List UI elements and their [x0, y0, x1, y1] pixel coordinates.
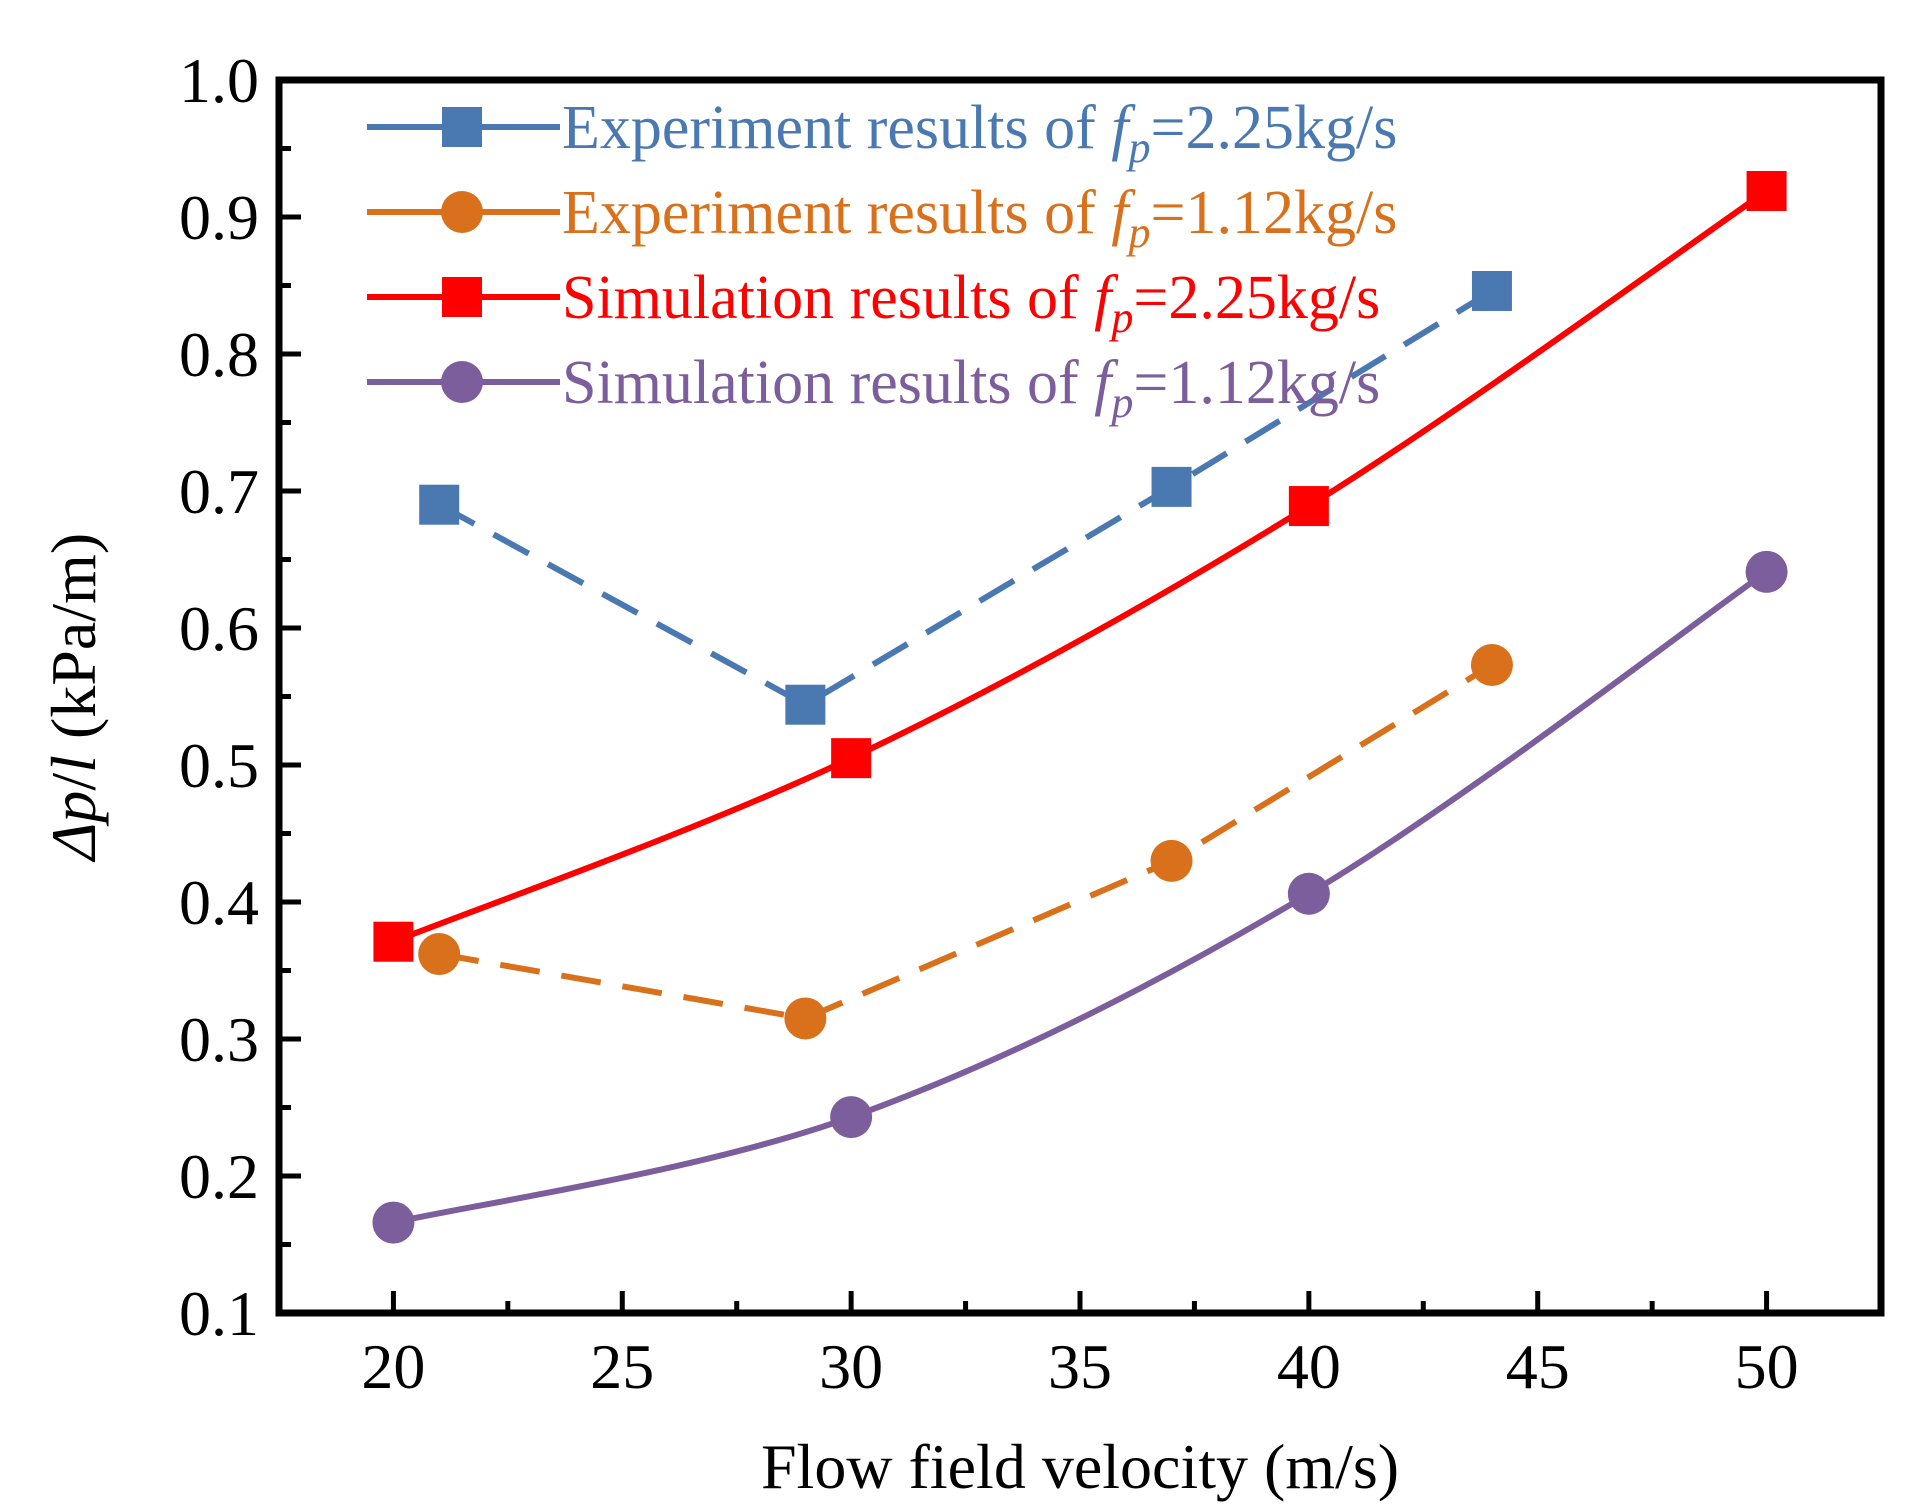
legend-label-suffix: =2.25kg/s	[1133, 264, 1380, 332]
legend-marker	[442, 277, 482, 317]
y-axis-title-delta: Δ	[38, 823, 109, 864]
data-point	[419, 484, 460, 525]
data-point	[1470, 643, 1513, 686]
y-axis-title-slash: /	[38, 773, 109, 791]
data-point	[831, 738, 872, 779]
data-point	[372, 1201, 415, 1244]
x-axis-title: Flow field velocity (m/s)	[761, 1431, 1399, 1502]
legend-label-prefix: Simulation results of	[562, 349, 1094, 417]
y-tick-label: 0.8	[179, 319, 259, 390]
data-point	[1746, 170, 1787, 211]
data-point	[830, 1096, 873, 1139]
legend-entry-1: Experiment results of fp=2.25kg/s	[367, 94, 1397, 172]
series-2	[418, 643, 1513, 1040]
data-point	[784, 997, 827, 1040]
y-tick-label: 0.3	[179, 1004, 259, 1075]
legend-marker	[441, 361, 483, 403]
legend-label: Simulation results of fp=2.25kg/s	[562, 264, 1380, 342]
x-tick-label: 25	[590, 1331, 654, 1402]
data-point	[785, 684, 826, 725]
legend-label-prefix: Simulation results of	[562, 264, 1094, 332]
legend-entry-4: Simulation results of fp=1.12kg/s	[367, 349, 1380, 427]
data-point	[1288, 486, 1329, 527]
legend-label-prefix: Experiment results of	[562, 179, 1111, 247]
data-point	[373, 921, 414, 962]
series-line	[438, 662, 1494, 1022]
y-tick-label: 0.5	[179, 730, 259, 801]
series-3	[373, 170, 1787, 962]
x-tick-label: 35	[1048, 1331, 1112, 1402]
y-tick-label: 0.1	[179, 1278, 259, 1349]
series-4	[372, 550, 1788, 1244]
legend-label: Experiment results of fp=1.12kg/s	[562, 179, 1397, 257]
data-point	[1471, 270, 1512, 311]
x-tick-label: 40	[1277, 1331, 1341, 1402]
y-axis-title: Δp/l (kPa/m)	[38, 533, 109, 863]
legend-entry-3: Simulation results of fp=2.25kg/s	[367, 264, 1380, 342]
legend-entry-2: Experiment results of fp=1.12kg/s	[367, 179, 1397, 257]
y-axis-title-p: p	[38, 791, 109, 827]
x-tick-label: 50	[1735, 1331, 1799, 1402]
legend-label-sub: p	[1126, 208, 1151, 257]
legend-label-suffix: =2.25kg/s	[1151, 94, 1398, 162]
x-tick-label: 20	[361, 1331, 425, 1402]
y-axis-title-l: l	[38, 755, 109, 773]
y-tick-label: 1.0	[179, 45, 259, 116]
y-tick-label: 0.7	[179, 456, 259, 527]
data-point	[1745, 550, 1788, 593]
legend-marker	[441, 191, 483, 233]
data-point	[1150, 839, 1193, 882]
data-point	[418, 933, 461, 976]
legend-label: Experiment results of fp=2.25kg/s	[562, 94, 1397, 172]
series-layer	[372, 170, 1788, 1244]
y-tick-label: 0.6	[179, 593, 259, 664]
x-tick-label: 30	[819, 1331, 883, 1402]
tick-layer: 20 25 30 35 40 45 50 0.1 0.2 0.3 0.4 0.5 0.6 0.7 0.8 0.…	[179, 45, 1799, 1402]
legend-label: Simulation results of fp=1.12kg/s	[562, 349, 1380, 427]
data-point	[1287, 872, 1330, 915]
legend-label-suffix: =1.12kg/s	[1133, 349, 1380, 417]
legend-marker	[442, 107, 482, 147]
legend: Experiment results of fp=2.25kg/sExperim…	[367, 94, 1397, 427]
series-line	[392, 188, 1769, 945]
legend-label-sub: p	[1126, 123, 1151, 172]
x-tick-label: 45	[1506, 1331, 1570, 1402]
y-tick-label: 0.4	[179, 867, 259, 938]
y-tick-label: 0.9	[179, 182, 259, 253]
series-line	[392, 569, 1769, 1226]
series-1	[419, 270, 1512, 725]
y-tick-label: 0.2	[179, 1141, 259, 1212]
data-point	[1151, 466, 1192, 507]
legend-label-sub: p	[1108, 293, 1133, 342]
legend-label-suffix: =1.12kg/s	[1151, 179, 1398, 247]
series-line	[437, 288, 1494, 709]
y-axis-title-unit: (kPa/m)	[38, 533, 109, 755]
legend-label-prefix: Experiment results of	[562, 94, 1111, 162]
legend-label-sub: p	[1108, 378, 1133, 427]
